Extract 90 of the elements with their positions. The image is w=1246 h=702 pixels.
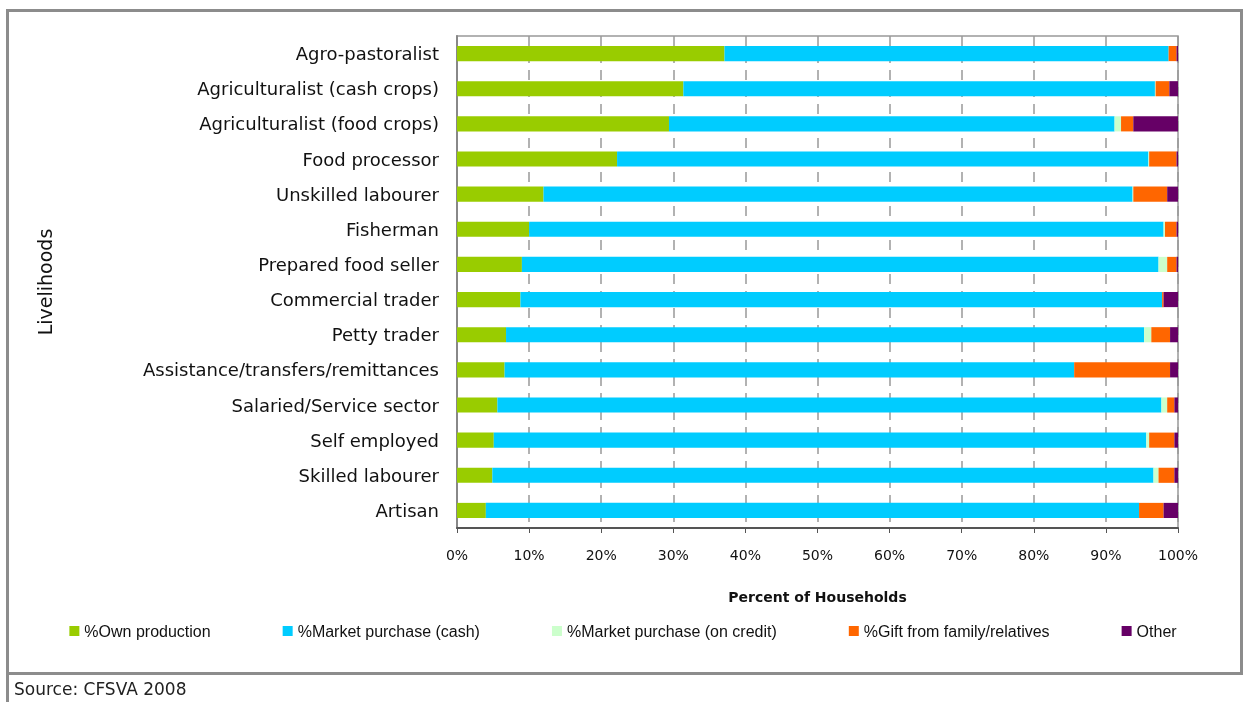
source-note: Source: CFSVA 2008 [14, 679, 187, 699]
bar [1170, 362, 1178, 378]
bar [1158, 467, 1175, 483]
bar [529, 221, 1164, 237]
x-tick-label: 20% [585, 547, 617, 563]
y-tick-label: Artisan [375, 499, 439, 521]
bar [1163, 292, 1178, 308]
x-tick-label: 80% [1018, 547, 1050, 563]
legend-label: %Market purchase (cash) [297, 622, 480, 640]
bar [492, 467, 1154, 483]
bar [457, 116, 669, 132]
bar [1174, 397, 1178, 413]
bar [457, 81, 684, 97]
bar [1167, 256, 1177, 272]
x-axis-title: Percent of Households [728, 589, 907, 605]
bar [1165, 221, 1177, 237]
bar [457, 502, 486, 518]
x-tick-label: 40% [729, 547, 761, 563]
bar [1121, 116, 1134, 132]
bar [1169, 81, 1178, 97]
y-tick-label: Fisherman [346, 218, 439, 240]
y-axis-title: Livelihoods [33, 228, 56, 336]
bar [1149, 432, 1175, 448]
bar [1074, 362, 1171, 378]
bar [457, 432, 494, 448]
bar [724, 46, 1169, 62]
legend-label: %Own production [84, 622, 211, 640]
bar [1158, 256, 1168, 272]
legend-label: Other [1136, 622, 1178, 640]
y-tick-label: Prepared food seller [258, 253, 440, 275]
bar [1139, 502, 1164, 518]
bar [457, 46, 725, 62]
x-tick-label: 100% [1157, 547, 1199, 563]
y-tick-label: Food processor [302, 148, 440, 170]
x-tick-label: 30% [657, 547, 689, 563]
bar [504, 362, 1075, 378]
legend-label: %Market purchase (on credit) [566, 622, 777, 640]
bar [1155, 81, 1170, 97]
x-tick-label: 50% [801, 547, 834, 563]
bar [1114, 116, 1122, 132]
bar [521, 256, 1159, 272]
bar [457, 467, 493, 483]
bar [457, 327, 507, 343]
y-tick-label: Skilled labourer [298, 464, 440, 486]
bar [1133, 186, 1168, 202]
bar [543, 186, 1133, 202]
bar [668, 116, 1115, 132]
bar [1174, 432, 1178, 448]
y-tick-label: Self employed [310, 429, 439, 451]
bar [1133, 116, 1178, 132]
y-tick-label: Salaried/Service sector [231, 394, 440, 416]
bar [485, 502, 1140, 518]
y-tick-label: Unskilled labourer [276, 183, 440, 205]
legend-label: %Gift from family/relatives [863, 622, 1050, 640]
bar [1167, 186, 1178, 202]
bar [1149, 151, 1177, 167]
bar [493, 432, 1147, 448]
bar [457, 397, 498, 413]
x-tick-label: 70% [946, 547, 978, 563]
bar [1161, 397, 1168, 413]
bar [683, 81, 1155, 97]
x-tick-label: 60% [874, 547, 906, 563]
bar [457, 186, 544, 202]
bar [1168, 46, 1177, 62]
bar [457, 256, 522, 272]
bar [506, 327, 1145, 343]
x-tick-label: 0% [445, 547, 469, 563]
y-tick-label: Agriculturalist (food crops) [199, 113, 439, 135]
x-tick-label: 10% [513, 547, 545, 563]
bar [457, 292, 521, 308]
y-tick-label: Petty trader [331, 324, 440, 346]
bar [457, 151, 618, 167]
bar [520, 292, 1163, 308]
bar [1144, 327, 1152, 343]
y-tick-label: Assistance/transfers/remittances [142, 359, 439, 381]
bar [1163, 502, 1178, 518]
bar [497, 397, 1162, 413]
bar [617, 151, 1149, 167]
y-tick-label: Commercial trader [270, 289, 440, 311]
bar [1153, 467, 1159, 483]
x-tick-label: 90% [1090, 547, 1122, 563]
bar [1146, 432, 1150, 448]
bar [457, 362, 505, 378]
bar [1174, 467, 1178, 483]
bar [1167, 397, 1175, 413]
bar [457, 221, 530, 237]
y-tick-label: Agro-pastoralist [295, 43, 439, 65]
y-tick-label: Agriculturalist (cash crops) [197, 78, 439, 100]
bar [1151, 327, 1171, 343]
bar [1170, 327, 1178, 343]
